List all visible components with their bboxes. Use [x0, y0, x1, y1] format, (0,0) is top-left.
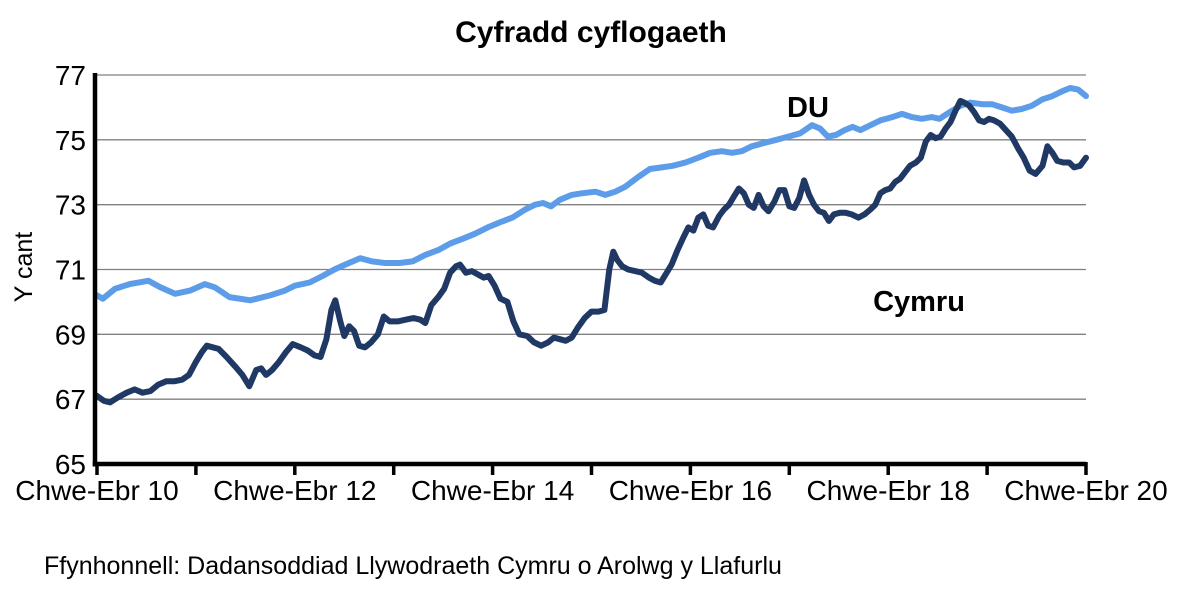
x-tick-label: Chwe-Ebr 10 [15, 475, 178, 506]
x-tick-label: Chwe-Ebr 16 [609, 475, 772, 506]
source-note: Ffynhonnell: Dadansoddiad Llywodraeth Cy… [44, 552, 782, 580]
y-tick-label-67: 67 [55, 384, 86, 415]
series-lines [94, 85, 1089, 406]
x-tick-label: Chwe-Ebr 12 [213, 475, 376, 506]
cymru-series-label: Cymru [873, 286, 965, 318]
y-tick-label-71: 71 [55, 255, 86, 286]
y-axis-title: Y cant [10, 232, 38, 302]
x-axis-tick-labels: Chwe-Ebr 10 Chwe-Ebr 12 Chwe-Ebr 14 Chwe-Eb… [15, 475, 1167, 506]
y-tick-label-65: 65 [55, 449, 86, 480]
y-tick-label-75: 75 [55, 125, 86, 156]
du-series-label: DU [787, 92, 829, 124]
x-tick-label: Chwe-Ebr 20 [1004, 475, 1167, 506]
cymru-line [94, 97, 1089, 406]
du-line [94, 85, 1089, 304]
x-tick-label: Chwe-Ebr 14 [411, 475, 574, 506]
gridlines [95, 74, 1086, 400]
y-tick-label-69: 69 [55, 319, 86, 350]
y-tick-label-73: 73 [55, 190, 86, 221]
y-tick-label-77: 77 [55, 60, 86, 91]
chart-title: Cyfradd cyflogaeth [455, 16, 727, 49]
x-tick-label: Chwe-Ebr 18 [806, 475, 969, 506]
y-axis-tick-labels: 65 67 69 71 73 75 77 [55, 60, 86, 480]
